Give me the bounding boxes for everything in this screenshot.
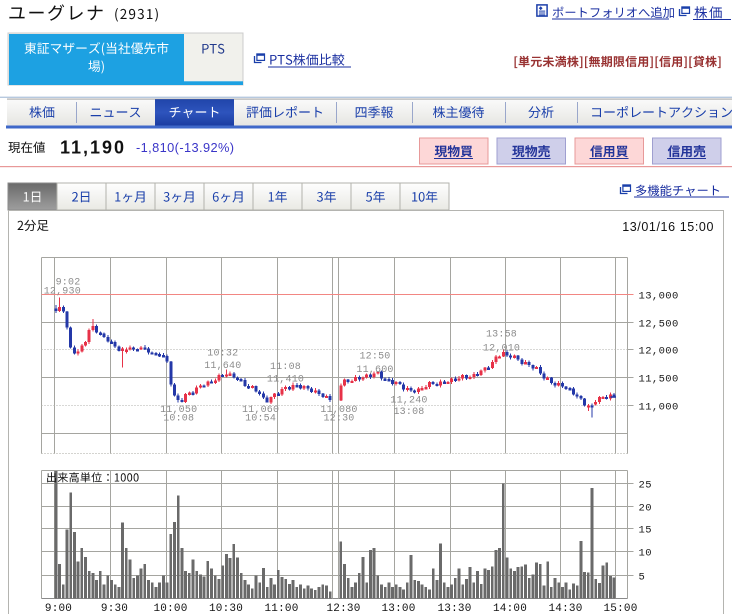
svg-text:11,190: 11,190 — [60, 138, 126, 158]
svg-text:12,500: 12,500 — [639, 318, 679, 330]
svg-text:10:00: 10:00 — [153, 603, 187, 614]
svg-text:13:08: 13:08 — [393, 407, 424, 418]
svg-text:11,000: 11,000 — [639, 401, 679, 413]
svg-text:-1,810(-13.92%): -1,810(-13.92%) — [136, 140, 234, 155]
svg-text:11,600: 11,600 — [356, 365, 393, 376]
svg-text:9:30: 9:30 — [101, 603, 128, 614]
svg-text:11,240: 11,240 — [390, 395, 427, 406]
svg-text:12:30: 12:30 — [326, 603, 360, 614]
svg-text:9:00: 9:00 — [45, 603, 72, 614]
svg-text:12,010: 12,010 — [483, 344, 520, 355]
svg-text:12,930: 12,930 — [44, 286, 81, 297]
svg-text:10:32: 10:32 — [207, 349, 238, 360]
svg-text:15: 15 — [639, 524, 652, 536]
svg-text:9:02: 9:02 — [56, 277, 81, 288]
svg-text:13:00: 13:00 — [381, 603, 415, 614]
svg-text:12,000: 12,000 — [639, 345, 679, 357]
svg-text:20: 20 — [639, 502, 652, 514]
svg-text:10: 10 — [639, 547, 652, 559]
svg-text:13:30: 13:30 — [437, 603, 471, 614]
svg-text:10:08: 10:08 — [163, 414, 194, 425]
svg-text:11:08: 11:08 — [270, 362, 301, 373]
svg-text:11,060: 11,060 — [242, 405, 279, 416]
svg-text:15:00: 15:00 — [603, 603, 637, 614]
svg-text:14:00: 14:00 — [493, 603, 527, 614]
svg-text:11,640: 11,640 — [204, 361, 241, 372]
svg-text:12:30: 12:30 — [323, 414, 354, 425]
svg-text:12:50: 12:50 — [359, 352, 390, 363]
svg-text:14:30: 14:30 — [548, 603, 582, 614]
svg-text:25: 25 — [639, 479, 652, 491]
svg-text:11,500: 11,500 — [639, 373, 679, 385]
svg-text:11,080: 11,080 — [320, 405, 357, 416]
svg-text:11:00: 11:00 — [264, 603, 298, 614]
svg-text:11,410: 11,410 — [267, 374, 304, 385]
svg-text:10:30: 10:30 — [209, 603, 243, 614]
svg-text:10:54: 10:54 — [245, 414, 276, 425]
svg-text:13,000: 13,000 — [639, 290, 679, 302]
svg-text:13/01/16 15:00: 13/01/16 15:00 — [622, 220, 714, 234]
svg-text:13:58: 13:58 — [486, 330, 517, 341]
svg-text:5: 5 — [639, 571, 646, 583]
svg-text:11,050: 11,050 — [160, 405, 197, 416]
